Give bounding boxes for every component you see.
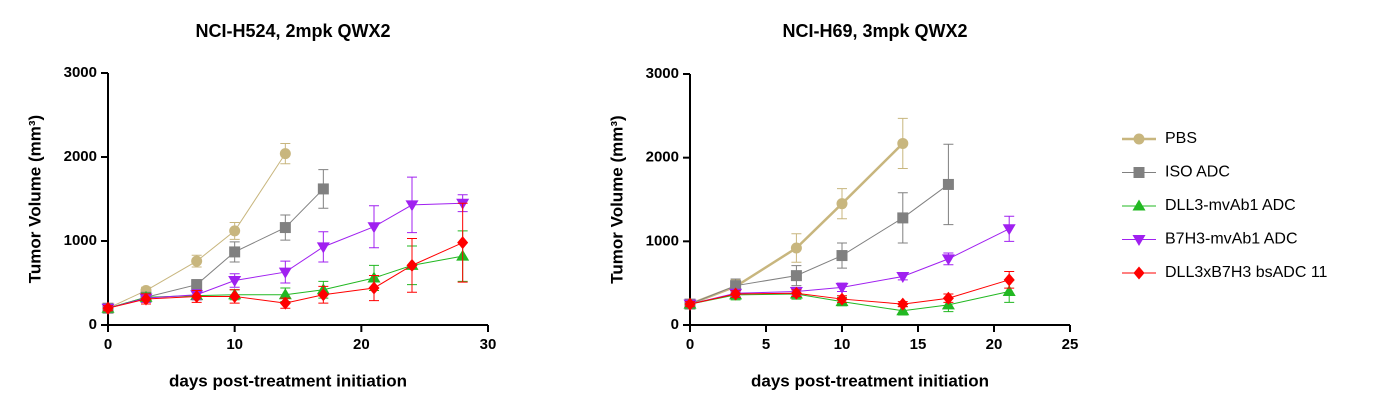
marker — [835, 282, 849, 294]
marker — [229, 246, 241, 258]
marker — [457, 236, 469, 250]
marker — [278, 288, 292, 300]
legend-label: B7H3-mvAb1 ADC — [1165, 231, 1298, 248]
marker — [191, 255, 203, 267]
legend-marker — [1133, 133, 1145, 145]
y-axis-label: Tumor Volume (mm³) — [607, 115, 626, 283]
y-tick-label: 1000 — [64, 232, 97, 249]
marker — [684, 297, 696, 311]
marker — [317, 288, 329, 302]
legend-label: ISO ADC — [1165, 164, 1230, 181]
series — [103, 169, 329, 312]
marker — [730, 280, 742, 292]
series-line — [689, 184, 949, 305]
marker — [1002, 285, 1016, 297]
x-tick-label: 5 — [762, 336, 770, 353]
y-tick-label: 0 — [89, 316, 97, 333]
marker — [897, 297, 909, 311]
legend-label: DLL3-mvAb1 ADC — [1165, 197, 1296, 214]
marker — [278, 267, 292, 279]
x-tick-label: 15 — [910, 336, 927, 353]
y-axis-label: Tumor Volume (mm³) — [25, 115, 44, 283]
marker — [191, 289, 203, 303]
marker — [279, 296, 291, 310]
marker — [405, 200, 419, 212]
marker — [191, 279, 203, 291]
y-tick-label: 1000 — [646, 232, 679, 249]
marker — [140, 292, 152, 306]
legend-marker — [1133, 167, 1145, 178]
legend-marker — [1133, 266, 1145, 280]
marker — [897, 137, 909, 149]
x-tick-label: 25 — [1062, 336, 1079, 353]
x-tick-label: 10 — [834, 336, 851, 353]
legend-marker — [1132, 235, 1146, 246]
marker — [102, 301, 114, 315]
chart-title: NCI-H524, 2mpk QWX2 — [195, 21, 390, 41]
marker — [279, 222, 291, 234]
x-tick-label: 10 — [226, 336, 243, 353]
marker — [897, 212, 909, 224]
marker — [942, 178, 954, 190]
legend-marker — [1132, 199, 1146, 211]
y-tick-label: 0 — [671, 316, 679, 333]
y-tick-label: 2000 — [646, 149, 679, 166]
marker — [317, 183, 329, 195]
marker — [228, 275, 242, 287]
marker — [279, 148, 291, 160]
marker — [367, 222, 381, 234]
legend-label: DLL3xB7H3 bsADC 11 — [1165, 264, 1328, 281]
marker — [836, 250, 848, 262]
x-tick-label: 20 — [353, 336, 370, 353]
marker — [368, 281, 380, 295]
marker — [229, 225, 241, 237]
marker — [229, 289, 241, 303]
marker — [790, 242, 802, 254]
marker — [836, 198, 848, 210]
x-tick-label: 0 — [104, 336, 112, 353]
marker — [941, 254, 955, 266]
series-line — [107, 188, 324, 309]
y-tick-label: 2000 — [64, 148, 97, 165]
marker — [1002, 224, 1016, 236]
marker — [406, 258, 418, 272]
x-axis-label: days post-treatment initiation — [751, 371, 989, 390]
chart-title: NCI-H69, 3mpk QWX2 — [782, 21, 967, 41]
marker — [942, 291, 954, 305]
marker — [790, 270, 802, 282]
legend-label: PBS — [1165, 130, 1197, 147]
x-tick-label: 20 — [986, 336, 1003, 353]
y-tick-label: 3000 — [64, 64, 97, 81]
x-axis-label: days post-treatment initiation — [169, 371, 407, 390]
y-tick-label: 3000 — [646, 65, 679, 82]
marker — [1003, 273, 1015, 287]
x-tick-label: 0 — [686, 336, 694, 353]
marker — [730, 287, 742, 301]
marker — [896, 271, 910, 283]
marker — [790, 286, 802, 300]
x-tick-label: 30 — [480, 336, 497, 353]
marker — [316, 242, 330, 254]
marker — [836, 292, 848, 306]
